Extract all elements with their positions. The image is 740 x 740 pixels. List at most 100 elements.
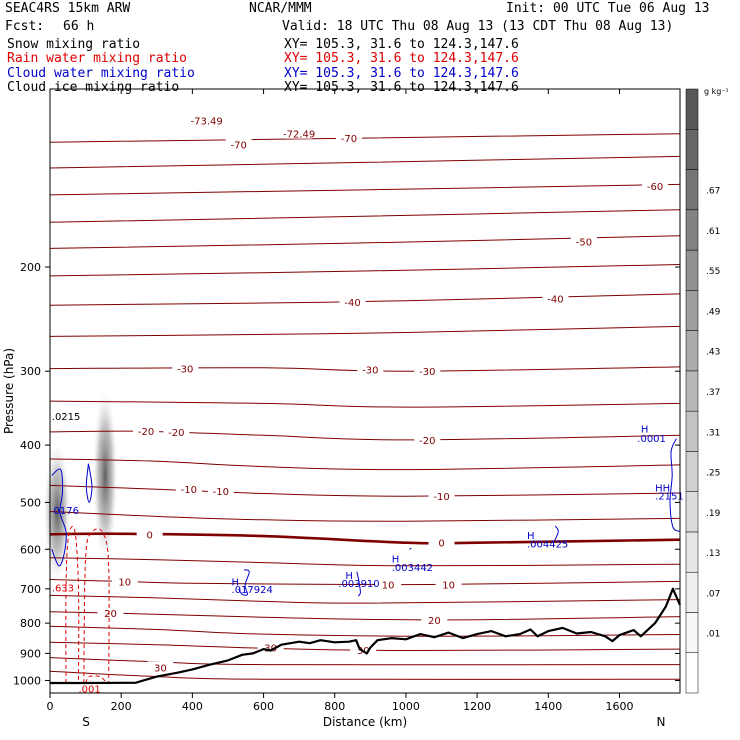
- cloud-water-label: .0001: [637, 434, 666, 445]
- colorbar-level-label: .43: [706, 348, 720, 358]
- temp-label-bg: [111, 575, 138, 587]
- colorbar-swatch: [685, 652, 699, 694]
- field-rain-name: Rain water mixing ratio: [7, 51, 188, 66]
- south-end-label: S: [82, 715, 90, 729]
- temp-label-bg: [339, 295, 366, 307]
- temp-label-bg: [357, 363, 384, 375]
- fcst-label: Fcst:: [5, 19, 45, 34]
- model-title: SEAC4RS 15km ARW: [5, 1, 131, 16]
- temp-contour: [49, 430, 681, 441]
- temp-contour: [49, 366, 681, 372]
- cloud-water-contour: [409, 547, 412, 550]
- fcst-value: 66 h: [63, 19, 95, 34]
- field-cloudwater-name: Cloud water mixing ratio: [7, 66, 195, 81]
- temp-label-bg: [570, 235, 597, 247]
- temp-contour-label: -30: [419, 367, 435, 378]
- cloud-water-label: HH: [655, 484, 670, 495]
- cloud-water-contour: [238, 569, 250, 596]
- temp-label-bg: [286, 127, 313, 139]
- temp-contour-label: -72.49: [283, 130, 315, 141]
- temp-contour-label: 0: [438, 539, 444, 550]
- rain-label: .633: [52, 584, 74, 595]
- colorbar-swatch: [685, 531, 699, 573]
- colorbar-level-label: .49: [706, 307, 721, 317]
- colorbar-swatch: [685, 612, 699, 653]
- snow-label: .0215: [52, 412, 81, 423]
- temp-contour: [49, 458, 681, 471]
- x-tick-label: 600: [253, 700, 274, 713]
- temp-label-bg: [257, 641, 284, 653]
- temp-contour: [49, 532, 681, 545]
- terrain-line: [50, 587, 682, 685]
- colorbar-unit: g kg⁻¹: [704, 87, 729, 96]
- colorbar-level-label: .25: [706, 469, 720, 479]
- temp-contour: [49, 235, 681, 249]
- x-tick-label: 200: [111, 700, 132, 713]
- temp-contour-label: -40: [344, 298, 360, 309]
- cloud-water-label: H: [527, 531, 535, 542]
- rain-contours: .633 .001 .0215: [52, 412, 110, 696]
- colorbar-swatch: [685, 451, 699, 492]
- colorbar-level-label: .37: [706, 388, 720, 398]
- temp-contour-label: 20: [104, 609, 117, 620]
- cloud-water-contour: [51, 468, 67, 567]
- colorbar-swatch: [685, 491, 699, 533]
- y-tick-label: 500: [20, 496, 41, 509]
- temp-label-bg: [414, 433, 441, 445]
- colorbar-level-label: .61: [706, 227, 720, 237]
- colorbar-swatch: [685, 169, 699, 211]
- temp-contour-label: 20: [428, 616, 441, 627]
- temp-label-bg: [147, 661, 174, 673]
- cloud-water-label: .2151: [655, 492, 684, 503]
- y-tick-label: 700: [20, 583, 41, 596]
- colorbar-swatch: [685, 249, 699, 291]
- temp-contour-label: -10: [213, 487, 229, 498]
- temp-label-bg: [133, 425, 160, 437]
- rain-contour: [65, 526, 80, 684]
- temperature-contours: -73.49 -72.49 -70 -70 -60 -50 -40 -40 -30 -30 -30 -…: [49, 114, 681, 680]
- temp-contour: [49, 183, 681, 196]
- valid-time: Valid: 18 UTC Thu 08 Aug 13 (13 CDT Thu …: [282, 19, 674, 34]
- cloud-water-label: .017924: [232, 585, 273, 596]
- temp-contour-label: 0: [146, 530, 152, 541]
- x-tick-label: 400: [182, 700, 203, 713]
- temp-contour-label: -30: [177, 365, 193, 376]
- cloud-water-contours: 0176H.017924H.003910H.003442H.004425H.00…: [51, 425, 684, 597]
- temp-label-bg: [175, 483, 202, 495]
- colorbar-swatch: [685, 330, 699, 372]
- temp-label-bg: [225, 138, 252, 150]
- colorbar-swatch: [685, 290, 699, 331]
- temp-contour-label: -10: [433, 492, 449, 503]
- cloud-water-label: .003442: [392, 563, 433, 574]
- colorbar-level-label: .55: [706, 267, 720, 277]
- temp-contour-label: -60: [647, 182, 663, 193]
- temp-label-bg: [163, 425, 190, 437]
- y-tick-label: 400: [20, 439, 41, 452]
- temp-contour-label: -50: [576, 237, 592, 248]
- temp-contour: [49, 657, 681, 666]
- temp-contour: [49, 484, 681, 497]
- temp-contour-label: 30: [154, 663, 167, 674]
- colorbar-swatch: [685, 370, 699, 412]
- temp-label-bg: [136, 528, 163, 540]
- temp-contour-label: -73.49: [190, 116, 222, 127]
- colorbar: .01 .07 .13 .19 .25 .31 .37 .43 .49 .55 .61 .67: [685, 88, 721, 694]
- colorbar-swatch: [685, 88, 699, 130]
- rain-contour: [83, 528, 110, 684]
- rain-contour: [85, 675, 108, 684]
- temp-contour: [49, 625, 681, 637]
- temp-label-bg: [207, 484, 234, 496]
- temp-contour-label: -70: [230, 140, 246, 151]
- cloud-water-label: .003910: [338, 579, 379, 590]
- rain-label: .001: [78, 685, 100, 696]
- colorbar-swatch: [685, 129, 699, 170]
- x-tick-label: 1400: [534, 700, 562, 713]
- x-tick-label: 0: [47, 700, 54, 713]
- temp-contour: [49, 400, 681, 408]
- temp-label-bg: [542, 292, 569, 304]
- field-cloudice-name: Cloud ice mixing ratio: [7, 80, 180, 95]
- temp-contour-label: 10: [442, 580, 455, 591]
- y-tick-label: 600: [20, 543, 41, 556]
- cloud-water-label: 0176: [54, 506, 79, 517]
- axes: 0 200 400 600 800 1000 1200 1400 160020030040050…: [13, 89, 680, 713]
